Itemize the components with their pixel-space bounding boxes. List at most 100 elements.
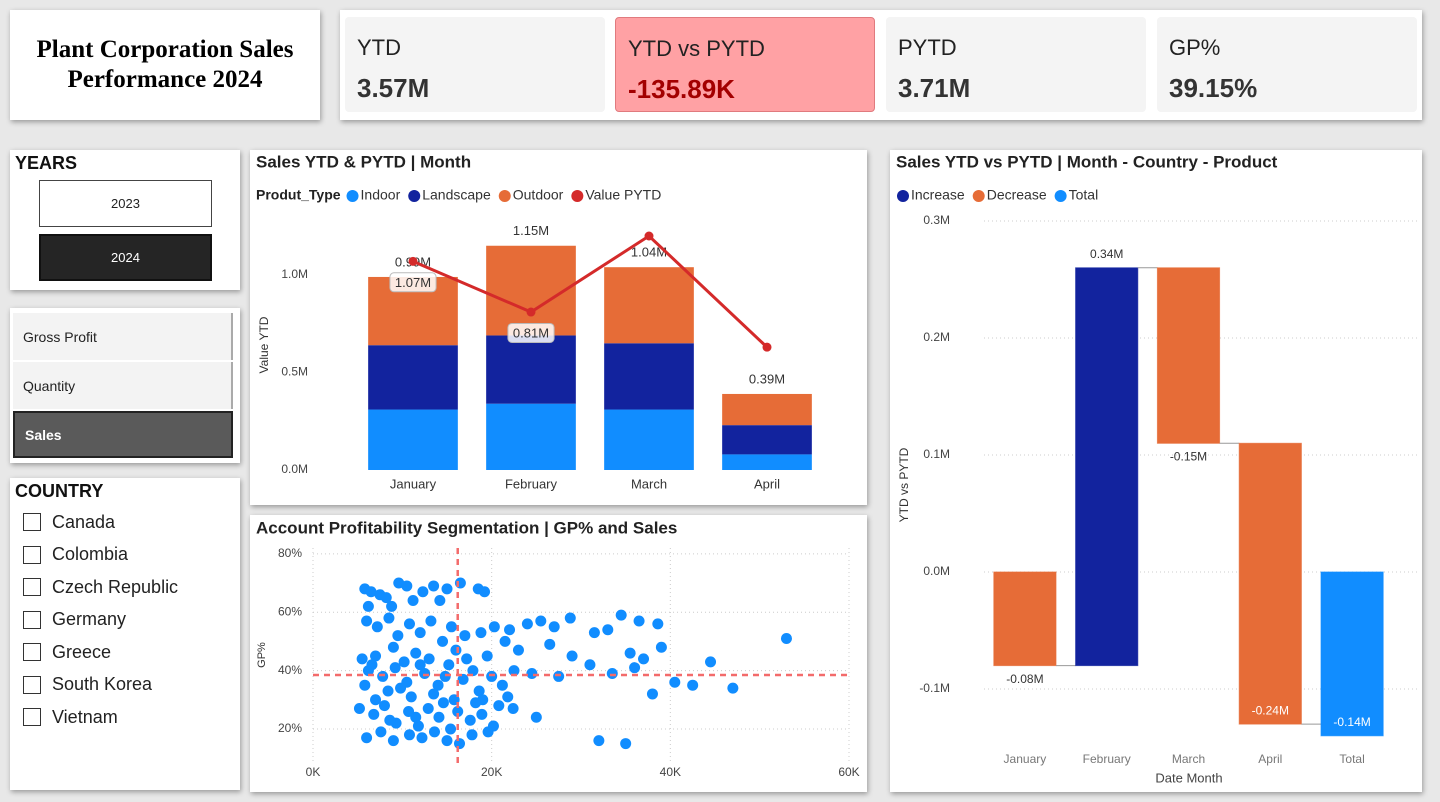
point bbox=[414, 659, 426, 671]
point bbox=[450, 644, 462, 656]
measure-option[interactable]: Gross Profit bbox=[13, 313, 233, 360]
legend-marker bbox=[408, 190, 421, 202]
point bbox=[425, 615, 437, 627]
y-tick-label: 0.0M bbox=[281, 462, 308, 476]
checkbox[interactable] bbox=[23, 643, 41, 661]
country-slicer: COUNTRY Canada Colombia Czech Republic Germ… bbox=[10, 478, 240, 790]
chart-title: Sales YTD vs PYTD | Month - Country - Pr… bbox=[896, 152, 1278, 171]
checkbox[interactable] bbox=[23, 513, 41, 531]
country-option[interactable]: Czech Republic bbox=[23, 575, 178, 599]
point bbox=[403, 618, 415, 630]
checkbox[interactable] bbox=[23, 708, 41, 726]
kpi-value: 39.15% bbox=[1169, 73, 1258, 103]
point bbox=[624, 647, 636, 659]
point bbox=[564, 612, 576, 624]
line-label: 1.07M bbox=[395, 275, 431, 290]
point bbox=[384, 714, 396, 726]
legend-marker bbox=[972, 190, 985, 202]
point bbox=[414, 627, 426, 639]
point bbox=[508, 665, 520, 677]
country-option[interactable]: South Korea bbox=[23, 673, 152, 697]
kpi-label: YTD vs PYTD bbox=[628, 36, 765, 61]
kpi-strip: YTD 3.57M YTD vs PYTD -135.89K PYTD 3.71M GP% 3… bbox=[340, 10, 1422, 120]
point bbox=[470, 697, 482, 709]
bar-segment bbox=[604, 343, 694, 410]
point bbox=[499, 635, 511, 647]
y-tick-label: 40% bbox=[278, 663, 302, 677]
point bbox=[553, 670, 565, 682]
legend-label: Decrease bbox=[987, 187, 1047, 203]
kpi-card: GP% 39.15% bbox=[1157, 17, 1417, 112]
country-option[interactable]: Greece bbox=[23, 640, 111, 664]
point bbox=[356, 653, 368, 665]
year-option[interactable]: 2023 bbox=[39, 180, 212, 227]
point bbox=[437, 697, 449, 709]
country-label: South Korea bbox=[52, 674, 153, 694]
total-label: 1.04M bbox=[631, 245, 667, 260]
label-box bbox=[389, 272, 437, 293]
point bbox=[387, 735, 399, 747]
point bbox=[526, 668, 538, 680]
y-tick-label: -0.1M bbox=[919, 681, 950, 695]
point bbox=[633, 615, 645, 627]
point bbox=[382, 685, 394, 697]
line-point bbox=[408, 256, 418, 266]
point bbox=[530, 711, 542, 723]
country-label: Colombia bbox=[52, 544, 129, 564]
total-label: 0.39M bbox=[749, 371, 785, 386]
point bbox=[507, 703, 519, 715]
point bbox=[544, 638, 556, 650]
x-tick-label: January bbox=[390, 476, 437, 491]
point bbox=[362, 600, 374, 612]
checkbox[interactable] bbox=[23, 610, 41, 629]
kpi-card: YTD 3.57M bbox=[345, 17, 605, 112]
x-axis-label: Date Month bbox=[1155, 770, 1222, 785]
measure-option[interactable]: Quantity bbox=[13, 362, 233, 409]
point bbox=[370, 694, 382, 706]
year-option[interactable]: 2024 bbox=[39, 234, 212, 281]
years-slicer: YEARS 2023 2024 bbox=[10, 150, 240, 290]
checkbox[interactable] bbox=[23, 675, 41, 694]
point bbox=[481, 650, 493, 662]
point bbox=[443, 659, 455, 671]
point bbox=[606, 668, 618, 680]
point bbox=[535, 615, 547, 627]
kpi-card: YTD vs PYTD -135.89K bbox=[615, 17, 875, 112]
point bbox=[428, 688, 440, 700]
point bbox=[383, 612, 395, 624]
checkbox[interactable] bbox=[23, 578, 41, 596]
measure-option[interactable]: Sales bbox=[13, 411, 233, 458]
line-point bbox=[526, 307, 536, 317]
point bbox=[593, 735, 605, 747]
point bbox=[353, 703, 365, 715]
point bbox=[459, 630, 471, 642]
point bbox=[496, 679, 508, 691]
country-option[interactable]: Germany bbox=[23, 608, 126, 632]
legend-label: Indoor bbox=[361, 187, 401, 203]
point bbox=[441, 735, 453, 747]
point bbox=[387, 641, 399, 653]
point bbox=[502, 691, 514, 703]
bar-segment bbox=[486, 335, 576, 404]
point bbox=[464, 714, 476, 726]
point bbox=[371, 621, 383, 633]
country-option[interactable]: Canada bbox=[23, 510, 115, 534]
point bbox=[378, 700, 390, 712]
country-option[interactable]: Vietnam bbox=[23, 705, 118, 729]
legend-title: Produt_Type bbox=[256, 187, 341, 203]
kpi-label: PYTD bbox=[898, 35, 957, 60]
x-tick-label: 60K bbox=[838, 765, 859, 779]
country-option[interactable]: Colombia bbox=[23, 543, 128, 567]
checkbox[interactable] bbox=[23, 545, 41, 564]
x-tick-label: Total bbox=[1339, 752, 1364, 766]
y-tick-label: 20% bbox=[278, 721, 302, 735]
slicer-title: YEARS bbox=[15, 153, 78, 173]
x-tick-label: 0K bbox=[306, 765, 321, 779]
bar-segment bbox=[722, 393, 812, 426]
point bbox=[646, 688, 658, 700]
point bbox=[445, 723, 457, 735]
point bbox=[466, 729, 478, 741]
point bbox=[439, 670, 451, 682]
waterfall-bar bbox=[1156, 267, 1221, 444]
